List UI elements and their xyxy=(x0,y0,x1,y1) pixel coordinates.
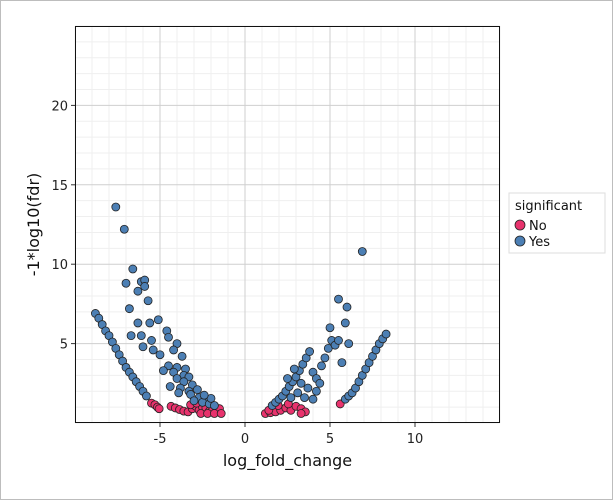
point-yes xyxy=(189,396,199,406)
point-yes xyxy=(289,364,299,374)
point-yes xyxy=(140,282,150,291)
point-yes xyxy=(311,386,321,396)
point-yes xyxy=(128,264,138,274)
point-yes xyxy=(169,345,179,355)
point-yes xyxy=(334,294,343,304)
y-axis-ticks: 5 10 15 20 xyxy=(51,99,75,353)
point-yes xyxy=(315,378,325,388)
point-yes xyxy=(317,361,326,371)
point-yes xyxy=(158,366,168,375)
point-yes xyxy=(136,331,146,341)
x-tick-label: 10 xyxy=(407,432,424,447)
point-yes xyxy=(119,224,129,234)
point-yes xyxy=(293,388,303,398)
point-yes xyxy=(320,353,330,363)
point-yes xyxy=(165,382,175,391)
point-yes xyxy=(209,401,219,410)
minor-grid xyxy=(74,25,501,424)
point-no xyxy=(296,409,306,418)
point-yes xyxy=(334,336,343,345)
x-tick-label: -5 xyxy=(154,432,167,447)
point-yes xyxy=(308,394,318,404)
y-tick-label: 20 xyxy=(51,99,68,114)
point-yes xyxy=(126,331,136,341)
point-yes xyxy=(199,390,209,400)
major-grid xyxy=(75,26,500,423)
point-yes xyxy=(337,358,347,368)
point-yes xyxy=(192,385,202,395)
point-yes xyxy=(138,342,148,352)
point-yes xyxy=(155,350,165,360)
x-axis-ticks: -5 0 5 10 xyxy=(154,423,424,447)
point-yes xyxy=(174,388,184,398)
x-tick-label: 0 xyxy=(241,432,249,447)
point-yes xyxy=(381,329,391,339)
plot-panel-border xyxy=(75,26,500,423)
point-yes xyxy=(147,336,156,345)
point-yes xyxy=(145,318,155,328)
legend-title: significant xyxy=(515,199,582,214)
point-yes xyxy=(325,323,335,333)
y-tick-label: 5 xyxy=(60,338,68,353)
x-axis-title: log_fold_change xyxy=(223,451,352,471)
point-no xyxy=(154,404,164,414)
point-yes xyxy=(143,296,153,306)
point-yes xyxy=(133,318,143,328)
point-yes xyxy=(164,332,173,342)
point-yes xyxy=(340,318,350,328)
point-no xyxy=(216,409,226,418)
legend-key-yes xyxy=(514,235,526,247)
point-yes xyxy=(133,286,143,296)
point-yes xyxy=(303,383,313,393)
point-yes xyxy=(153,315,163,325)
y-axis-title: -1*log10(fdr) xyxy=(24,173,43,277)
point-yes xyxy=(283,374,292,383)
point-yes xyxy=(305,347,315,356)
point-yes xyxy=(141,391,151,401)
point-yes xyxy=(342,302,352,312)
y-tick-label: 10 xyxy=(51,258,68,273)
point-yes xyxy=(344,339,354,349)
legend-key-no xyxy=(514,219,526,231)
point-yes xyxy=(177,351,187,361)
y-tick-label: 15 xyxy=(51,179,68,194)
point-yes xyxy=(148,345,158,355)
point-yes xyxy=(111,202,121,212)
point-yes xyxy=(286,393,296,402)
legend-label-yes: Yes xyxy=(528,235,550,250)
x-tick-label: 5 xyxy=(326,432,334,447)
point-yes xyxy=(121,278,131,288)
point-yes xyxy=(124,304,134,314)
legend-label-no: No xyxy=(529,219,547,234)
point-yes xyxy=(296,378,306,388)
point-yes xyxy=(357,247,367,256)
data-points xyxy=(91,202,391,418)
point-yes xyxy=(300,393,309,402)
